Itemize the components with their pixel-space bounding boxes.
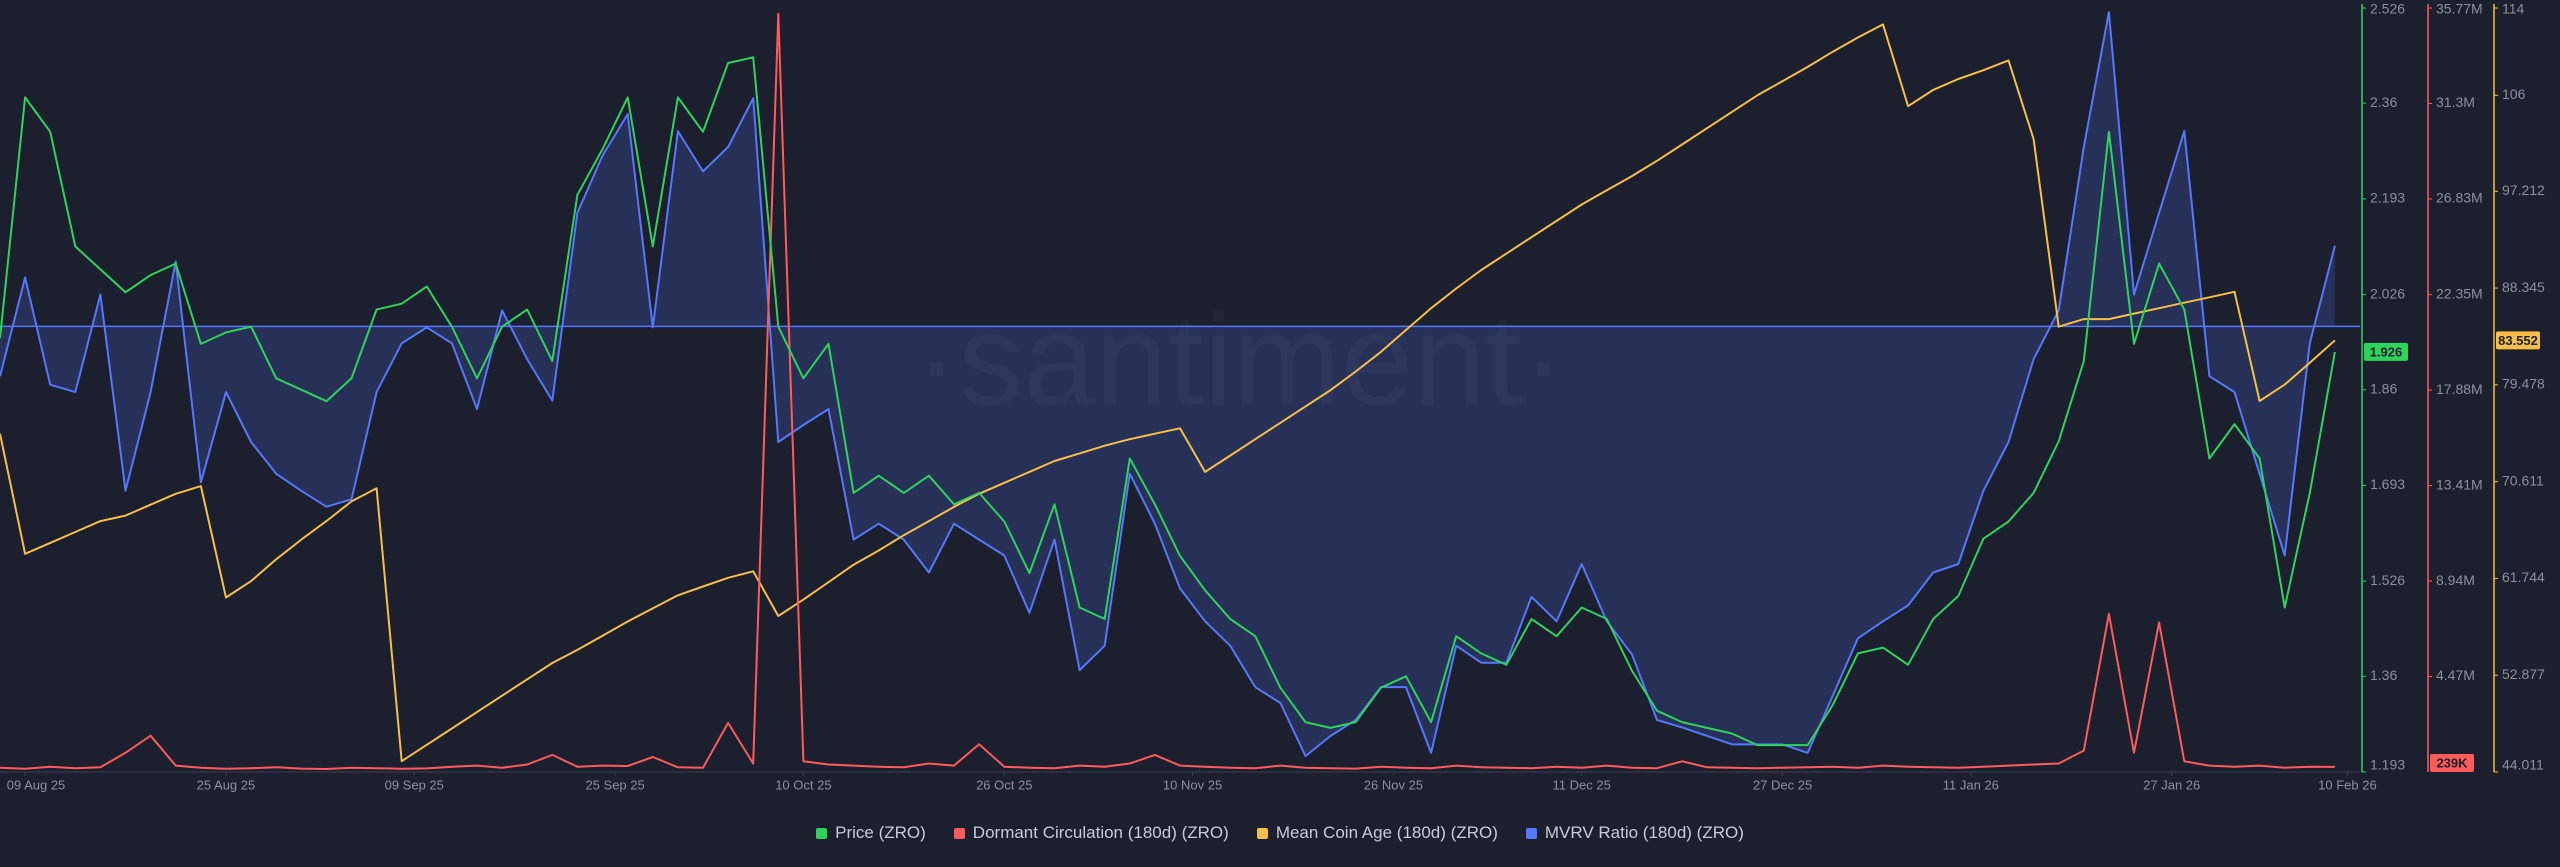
value-badge-label: 1.926 xyxy=(2370,344,2403,359)
legend-item[interactable]: MVRV Ratio (180d) (ZRO) xyxy=(1525,823,1744,843)
series-line xyxy=(0,23,2336,763)
legend-label: Mean Coin Age (180d) (ZRO) xyxy=(1275,823,1498,842)
y-tick-label: 1.86 xyxy=(2370,380,2397,396)
legend-label: Price (ZRO) xyxy=(835,823,926,842)
y-tick-label: 26.83M xyxy=(2436,190,2483,206)
y-tick-label: 61.744 xyxy=(2502,569,2545,585)
x-tick-label: 09 Aug 25 xyxy=(7,777,66,792)
legend: Price (ZRO) Dormant Circulation (180d) (Z… xyxy=(0,818,2560,848)
x-tick-label: 10 Oct 25 xyxy=(775,777,831,792)
legend-item[interactable]: Mean Coin Age (180d) (ZRO) xyxy=(1256,823,1498,843)
y-tick-label: 35.77M xyxy=(2436,1,2483,17)
x-tick-label: 27 Dec 25 xyxy=(1753,777,1812,792)
x-tick-label: 11 Jan 26 xyxy=(1943,777,1999,792)
x-tick-label: 27 Jan 26 xyxy=(2143,777,2200,792)
y-tick-label: 1.693 xyxy=(2370,476,2405,492)
x-tick-label: 25 Aug 25 xyxy=(197,777,256,792)
y-tick-label: 88.345 xyxy=(2502,279,2545,295)
x-tick-label: 10 Nov 25 xyxy=(1163,777,1222,792)
y-tick-label: 17.88M xyxy=(2436,381,2483,397)
x-tick-label: 26 Oct 25 xyxy=(976,777,1032,792)
y-tick-label: 22.35M xyxy=(2436,285,2483,301)
x-tick-label: 09 Sep 25 xyxy=(385,777,444,792)
legend-label: Dormant Circulation (180d) (ZRO) xyxy=(972,823,1229,842)
y-tick-label: 13.41M xyxy=(2436,476,2483,492)
y-tick-label: 2.193 xyxy=(2370,190,2405,206)
series-line xyxy=(0,12,2335,770)
legend-item[interactable]: Dormant Circulation (180d) (ZRO) xyxy=(953,823,1229,843)
mvrv-area xyxy=(0,12,2335,757)
y-tick-label: 70.611 xyxy=(2502,472,2544,488)
legend-swatch xyxy=(816,827,828,839)
value-badge-label: 83.552 xyxy=(2498,333,2538,348)
legend-item[interactable]: Price (ZRO) xyxy=(816,823,926,843)
y-tick-label: 97.212 xyxy=(2502,182,2545,198)
legend-swatch xyxy=(953,827,965,839)
y-tick-label: 44.011 xyxy=(2502,757,2544,773)
y-tick-label: 106 xyxy=(2502,86,2526,102)
x-tick-label: 25 Sep 25 xyxy=(585,777,644,792)
series-line xyxy=(0,56,2336,747)
y-tick-label: 114 xyxy=(2502,1,2525,17)
x-tick-label: 11 Dec 25 xyxy=(1553,777,1611,792)
value-badge-label: 239K xyxy=(2436,755,2468,770)
y-tick-label: 4.47M xyxy=(2436,667,2475,683)
y-tick-label: 1.526 xyxy=(2370,572,2405,588)
y-tick-label: 8.94M xyxy=(2436,572,2475,588)
y-tick-label: 2.526 xyxy=(2370,1,2405,17)
value-badge xyxy=(2430,754,2474,772)
y-tick-label: 2.026 xyxy=(2370,285,2405,301)
legend-label: MVRV Ratio (180d) (ZRO) xyxy=(1544,823,1744,842)
y-tick-label: 79.478 xyxy=(2502,376,2545,392)
y-tick-label: 1.36 xyxy=(2370,667,2397,683)
series-line xyxy=(0,11,2336,758)
y-tick-label: 31.3M xyxy=(2436,94,2475,110)
legend-swatch xyxy=(1256,827,1268,839)
y-tick-label: 1.193 xyxy=(2370,757,2405,773)
x-tick-label: 10 Feb 26 xyxy=(2318,777,2377,792)
y-tick-label: 2.36 xyxy=(2370,94,2397,110)
x-tick-label: 26 Nov 25 xyxy=(1364,777,1423,792)
legend-swatch xyxy=(1525,827,1537,839)
chart: ·santiment· 09 Aug 25 25 Aug 25 09 Sep 25 2… xyxy=(0,1,2545,792)
value-badge xyxy=(2496,331,2540,350)
value-badge xyxy=(2364,342,2408,361)
y-tick-label: 52.877 xyxy=(2502,666,2545,682)
